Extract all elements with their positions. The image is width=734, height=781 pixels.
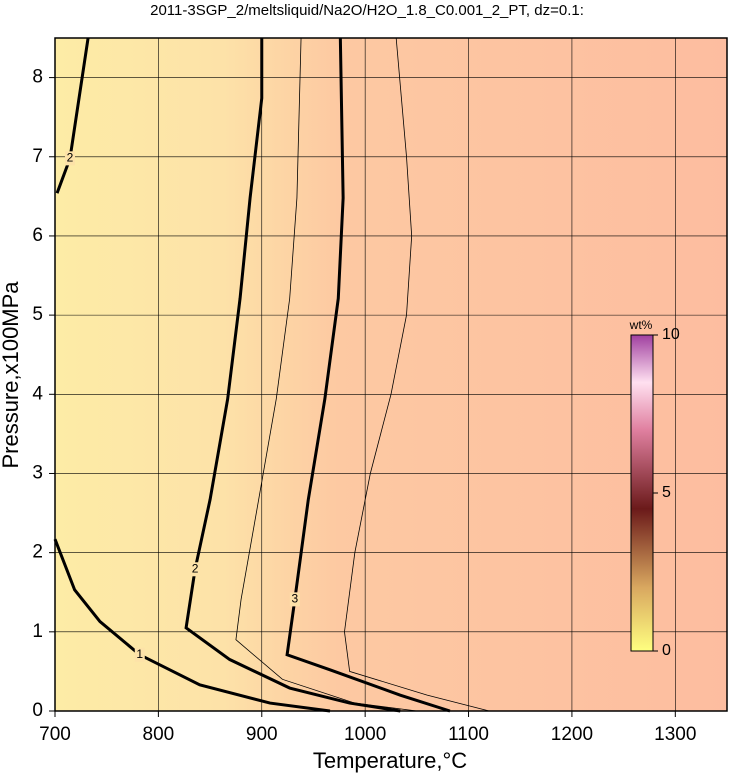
contour-label-bg — [190, 562, 201, 577]
contour-line — [285, 37, 451, 713]
x-tick-label: 1300 — [654, 724, 696, 745]
x-tick-label: 1000 — [344, 724, 386, 745]
y-tick-label: 6 — [32, 225, 43, 246]
plot-area: 1 2 2 3 — [53, 37, 727, 713]
y-tick-label: 0 — [32, 700, 43, 721]
contour-label: 2 — [67, 151, 74, 165]
colorbar-tick-label: 10 — [662, 326, 680, 343]
y-tick-label: 1 — [32, 621, 43, 642]
y-tick-label: 3 — [32, 462, 43, 483]
y-tick-label: 2 — [32, 542, 43, 563]
colorbar-label: wt% — [629, 318, 653, 332]
x-tick-label: 1200 — [551, 724, 593, 745]
contour-label-bg — [134, 647, 145, 662]
contour-line — [184, 38, 401, 713]
contour-label: 2 — [192, 561, 199, 575]
plot-frame — [54, 37, 728, 712]
y-tick-label: 7 — [32, 146, 43, 167]
x-tick-label: 900 — [246, 724, 278, 745]
x-axis-label: Temperature,°C — [313, 748, 467, 773]
contour-line — [235, 37, 417, 712]
contour-label: 1 — [136, 647, 143, 661]
colorbar-tick-label: 5 — [662, 484, 671, 501]
x-tick-label: 800 — [143, 724, 175, 745]
y-tick-label: 5 — [32, 304, 43, 325]
contour-label-bg — [289, 592, 300, 607]
contour-label-bg — [64, 151, 75, 166]
x-tick-label: 1100 — [448, 724, 489, 745]
plot-background — [55, 38, 727, 711]
y-tick-label: 8 — [32, 67, 43, 88]
y-axis-label: Pressure,x100MPa — [0, 281, 23, 469]
chart-title: 2011-3SGP_2/meltsliquid/Na2O/H2O_1.8_C0.… — [150, 2, 584, 19]
colorbar — [630, 334, 654, 652]
colorbar-tick-label: 0 — [662, 642, 671, 659]
contour-label: 3 — [292, 592, 299, 606]
x-tick-label: 700 — [39, 724, 71, 745]
contour-line — [344, 37, 490, 712]
y-tick-label: 4 — [32, 383, 43, 404]
